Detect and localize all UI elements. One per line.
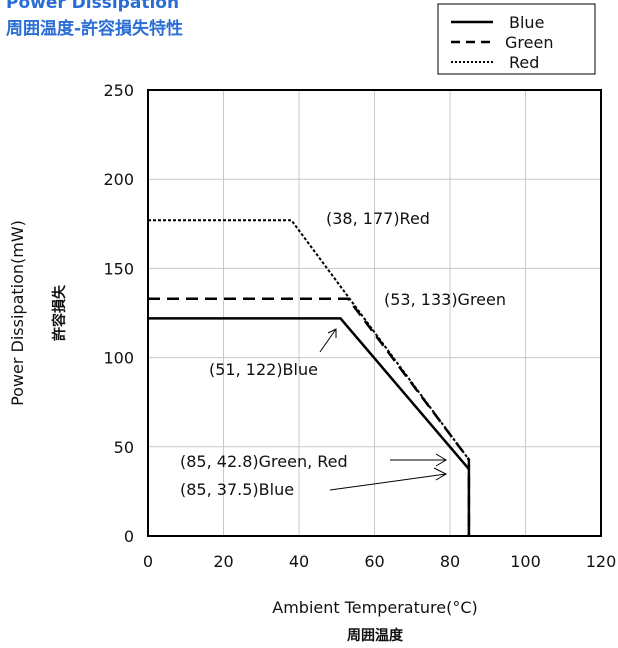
annotation-blue-knee: (51, 122)Blue <box>209 360 318 379</box>
arrowhead-blue-end <box>433 467 448 481</box>
annotation-red-knee: (38, 177)Red <box>326 209 430 228</box>
y-tick-labels: 0 50 100 150 200 250 <box>103 81 134 546</box>
y-axis-label: Power Dissipation(mW) <box>8 220 27 406</box>
arrowhead-green-red-end <box>435 453 447 467</box>
arrow-blue-knee <box>319 328 337 353</box>
annotation-arrows <box>319 328 448 491</box>
x-tick-40: 40 <box>289 552 309 571</box>
y-tick-50: 50 <box>114 438 134 457</box>
x-tick-100: 100 <box>510 552 541 571</box>
annotation-blue-end: (85, 37.5)Blue <box>180 480 294 499</box>
x-tick-labels: 0 20 40 60 80 100 120 <box>143 552 616 571</box>
x-tick-60: 60 <box>364 552 384 571</box>
x-axis-label-japanese: 周囲温度 <box>347 627 404 644</box>
chart-title: Power Dissipation <box>6 0 180 13</box>
y-axis-label-japanese: 許容損失 <box>51 284 68 341</box>
x-tick-0: 0 <box>143 552 153 571</box>
legend-label-red: Red <box>509 53 539 72</box>
arrow-blue-end <box>329 473 447 491</box>
arrowhead-blue-knee <box>327 328 337 338</box>
series-line-blue <box>148 317 471 536</box>
x-axis-label: Ambient Temperature(°C) <box>272 598 477 617</box>
x-tick-20: 20 <box>213 552 233 571</box>
series-line-green <box>148 297 471 536</box>
annotation-green-knee: (53, 133)Green <box>384 290 506 309</box>
y-tick-100: 100 <box>103 349 134 368</box>
x-tick-120: 120 <box>586 552 617 571</box>
legend-label-green: Green <box>505 33 553 52</box>
y-tick-250: 250 <box>103 81 134 100</box>
series-line-red <box>148 219 470 536</box>
x-tick-80: 80 <box>440 552 460 571</box>
y-tick-0: 0 <box>124 527 134 546</box>
legend-label-blue: Blue <box>509 13 544 32</box>
series-lines <box>148 219 471 536</box>
y-tick-200: 200 <box>103 170 134 189</box>
chart-title-japanese: 周囲温度-許容損失特性 <box>6 19 184 39</box>
y-tick-150: 150 <box>103 259 134 278</box>
legend: Blue Green Red <box>437 3 596 75</box>
annotation-green-red-end: (85, 42.8)Green, Red <box>180 452 348 471</box>
plot-frame <box>147 89 602 537</box>
